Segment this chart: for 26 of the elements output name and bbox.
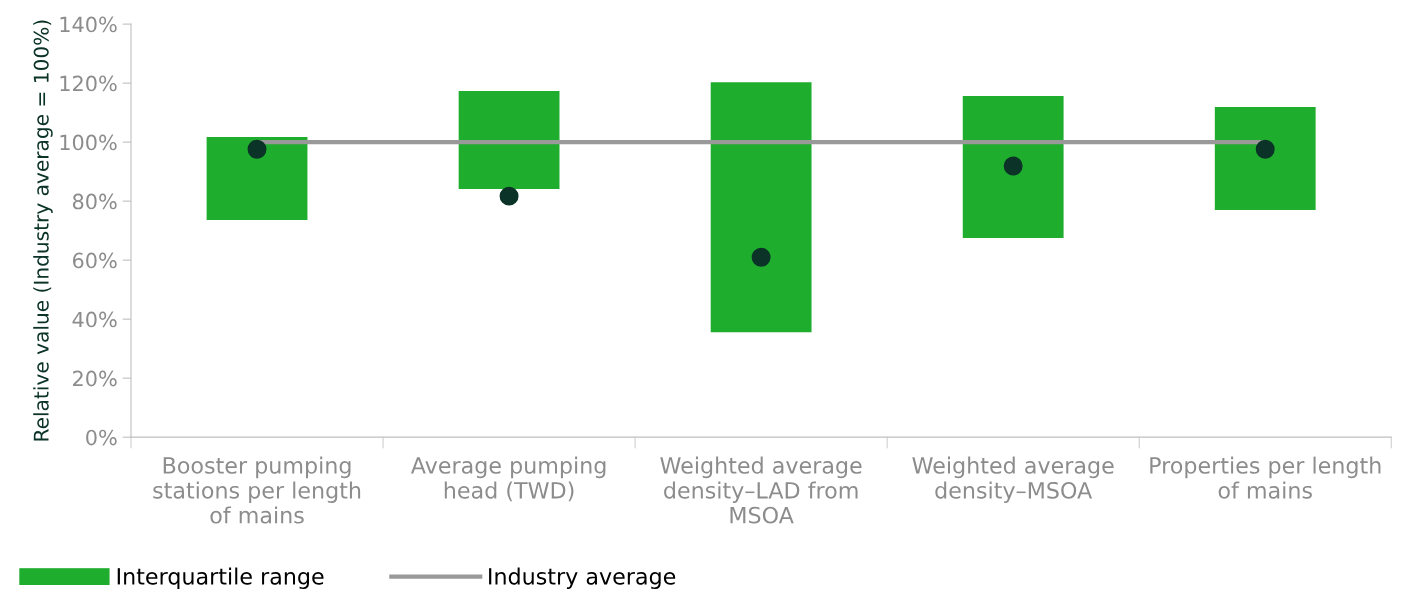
y-tick-label: 20% (73, 370, 117, 387)
y-tick-label: 120% (60, 75, 117, 92)
legend-label: Interquartile range (117, 567, 324, 590)
legend-label: Industry average (489, 567, 676, 590)
y-tick-label: 140% (60, 16, 117, 33)
y-tick-label: 100% (60, 134, 117, 151)
x-tick-label: Weighted average density–LAD from MSOA (660, 456, 862, 524)
bar (458, 91, 560, 190)
x-tick-label: Weighted average density–MSOA (912, 456, 1114, 504)
y-tick-label: 80% (72, 193, 117, 210)
y-tick-label: 0% (86, 429, 117, 446)
x-tick-label: Average pumping head (TWD) (410, 456, 606, 502)
y-tick-label: 60% (72, 252, 117, 269)
point (1255, 139, 1275, 159)
x-tick-label: Booster pumping stations per length of mains (153, 456, 361, 524)
point (751, 247, 771, 267)
bar (962, 96, 1064, 239)
y-tick-label: 40% (72, 311, 117, 328)
bar (1214, 107, 1316, 210)
point (1003, 156, 1023, 176)
point (247, 139, 267, 159)
bar (710, 82, 812, 333)
y-axis-title: Relative value (Industry average = 100%) (33, 20, 53, 441)
x-tick-label: Properties per length of mains (1150, 456, 1381, 499)
bar (206, 137, 308, 221)
point (499, 186, 519, 206)
